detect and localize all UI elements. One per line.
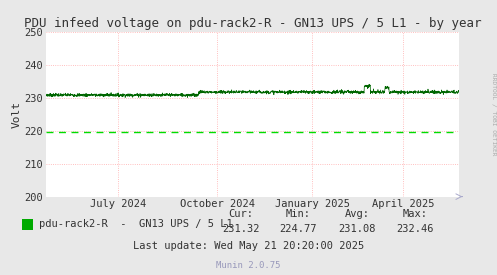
Text: Min:: Min: <box>286 209 311 219</box>
Text: Avg:: Avg: <box>344 209 369 219</box>
Text: pdu-rack2-R  -  GN13 UPS / 5 L1: pdu-rack2-R - GN13 UPS / 5 L1 <box>39 219 233 229</box>
Text: 231.32: 231.32 <box>222 224 260 234</box>
Text: 232.46: 232.46 <box>396 224 434 234</box>
Text: Last update: Wed May 21 20:20:00 2025: Last update: Wed May 21 20:20:00 2025 <box>133 241 364 251</box>
Title: PDU infeed voltage on pdu-rack2-R - GN13 UPS / 5 L1 - by year: PDU infeed voltage on pdu-rack2-R - GN13… <box>24 17 481 31</box>
Text: Cur:: Cur: <box>229 209 253 219</box>
Text: RRDTOOL / TOBI OETIKER: RRDTOOL / TOBI OETIKER <box>491 73 496 155</box>
Y-axis label: Volt: Volt <box>11 101 21 128</box>
Text: Max:: Max: <box>403 209 427 219</box>
Text: 231.08: 231.08 <box>338 224 376 234</box>
Text: 224.77: 224.77 <box>279 224 317 234</box>
Text: Munin 2.0.75: Munin 2.0.75 <box>216 261 281 270</box>
